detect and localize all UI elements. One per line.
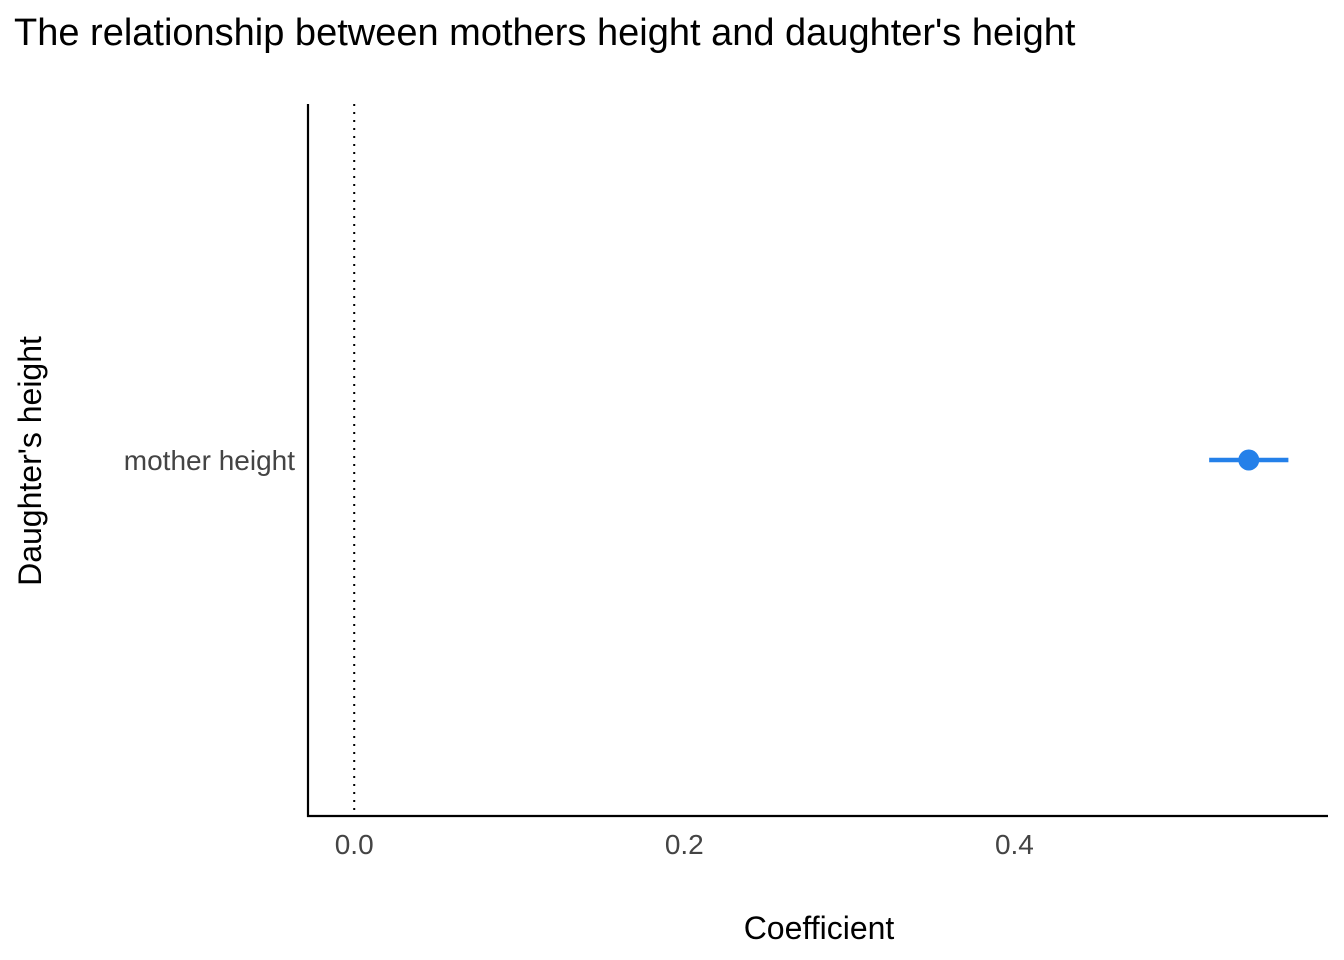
x-axis-title: Coefficient [744, 910, 895, 946]
y-axis-title: Daughter's height [12, 336, 48, 586]
chart-title: The relationship between mothers height … [14, 12, 1076, 54]
y-axis-ticks: mother height [124, 445, 295, 476]
x-tick-label: 0.4 [995, 829, 1034, 860]
coefficient-marks [1209, 449, 1289, 471]
x-tick-label: 0.2 [665, 829, 704, 860]
x-axis-ticks: 0.0 0.2 0.4 [335, 829, 1034, 860]
coefficient-point [1238, 449, 1260, 471]
y-tick-label: mother height [124, 445, 295, 476]
x-tick-label: 0.0 [335, 829, 374, 860]
